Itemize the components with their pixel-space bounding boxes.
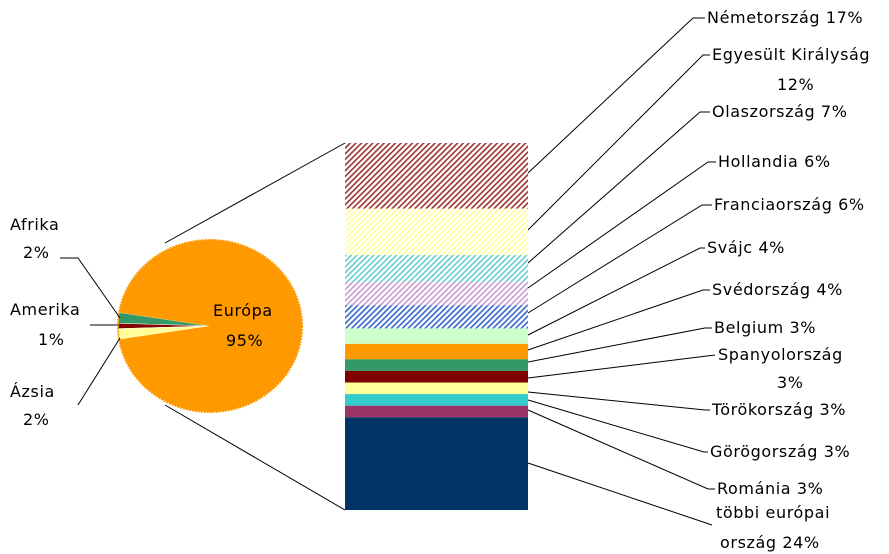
leader-line-nemetorszag xyxy=(527,17,705,174)
label-spanyolorszag-line1: Spanyolország xyxy=(718,345,843,364)
leader-line-olaszorszag xyxy=(527,111,710,264)
bar-segment-6 xyxy=(345,343,528,360)
leader-line-svedorszag xyxy=(527,289,710,351)
leader-line-svajc xyxy=(527,247,705,336)
bar-segment-5 xyxy=(345,328,528,344)
label-tobbi-line1: többi európai xyxy=(716,503,830,522)
leader-line-tobbi xyxy=(527,462,713,526)
label-nemetorszag: Németország 17% xyxy=(707,8,863,27)
pie-chart xyxy=(117,239,303,413)
label-torokorszag: Törökország 3% xyxy=(711,400,846,419)
label-egyesult-line1: Egyesült Királyság xyxy=(712,45,870,64)
label-spanyolorszag-line2: 3% xyxy=(777,373,804,392)
leader-line-romania xyxy=(527,409,715,490)
label-amerika-pct: 1% xyxy=(38,330,65,349)
leader-line-azsia xyxy=(77,337,121,406)
label-amerika-name: Amerika xyxy=(10,300,80,319)
label-svajc: Svájc 4% xyxy=(707,238,785,257)
bar-segment-1 xyxy=(345,208,528,256)
label-romania: Románia 3% xyxy=(717,479,823,498)
bar-segment-0 xyxy=(345,143,528,209)
label-afrika-name: Afrika xyxy=(10,215,59,234)
label-azsia-name: Ázsia xyxy=(10,382,55,401)
bar-segment-11 xyxy=(345,405,528,418)
label-olaszorszag: Olaszország 7% xyxy=(712,102,848,121)
stacked-bar xyxy=(345,143,528,510)
leader-line-hollandia xyxy=(527,161,716,289)
bar-segment-8 xyxy=(345,370,528,383)
pie-slice-európa xyxy=(119,239,302,413)
label-svedorszag: Svédország 4% xyxy=(712,280,843,299)
bar-leader-lines xyxy=(527,17,716,526)
bar-segment-9 xyxy=(345,382,528,395)
bar-segment-12 xyxy=(345,417,528,510)
leader-line-franciaorszag xyxy=(527,204,712,314)
pie-leader-lines xyxy=(60,257,121,406)
leader-line-torokorszag xyxy=(527,391,710,411)
bar-segment-10 xyxy=(345,394,528,406)
label-belgium: Belgium 3% xyxy=(714,318,816,337)
bar-segment-2 xyxy=(345,255,528,283)
leader-line-afrika xyxy=(60,257,121,319)
label-europa-name: Európa xyxy=(213,301,273,320)
label-azsia-pct: 2% xyxy=(23,410,50,429)
label-tobbi-line2: ország 24% xyxy=(720,533,820,552)
leader-line-egyesult xyxy=(527,54,710,231)
pie-bar-connector-bottom xyxy=(164,404,346,511)
leader-line-belgium xyxy=(527,327,712,363)
pie-outline xyxy=(117,239,303,413)
leader-line-spanyolorszag xyxy=(527,354,716,379)
bar-segment-7 xyxy=(345,359,528,371)
label-gorogorszag: Görögország 3% xyxy=(710,442,850,461)
label-europa-pct: 95% xyxy=(226,331,263,350)
label-hollandia: Hollandia 6% xyxy=(718,152,831,171)
label-franciaorszag: Franciaország 6% xyxy=(714,195,865,214)
label-afrika-pct: 2% xyxy=(23,243,50,262)
pie-bar-connector-top xyxy=(164,142,346,244)
bar-segment-3 xyxy=(345,282,528,306)
bar-segment-4 xyxy=(345,305,528,329)
label-egyesult-line2: 12% xyxy=(777,75,814,94)
leader-line-gorogorszag xyxy=(527,399,708,453)
